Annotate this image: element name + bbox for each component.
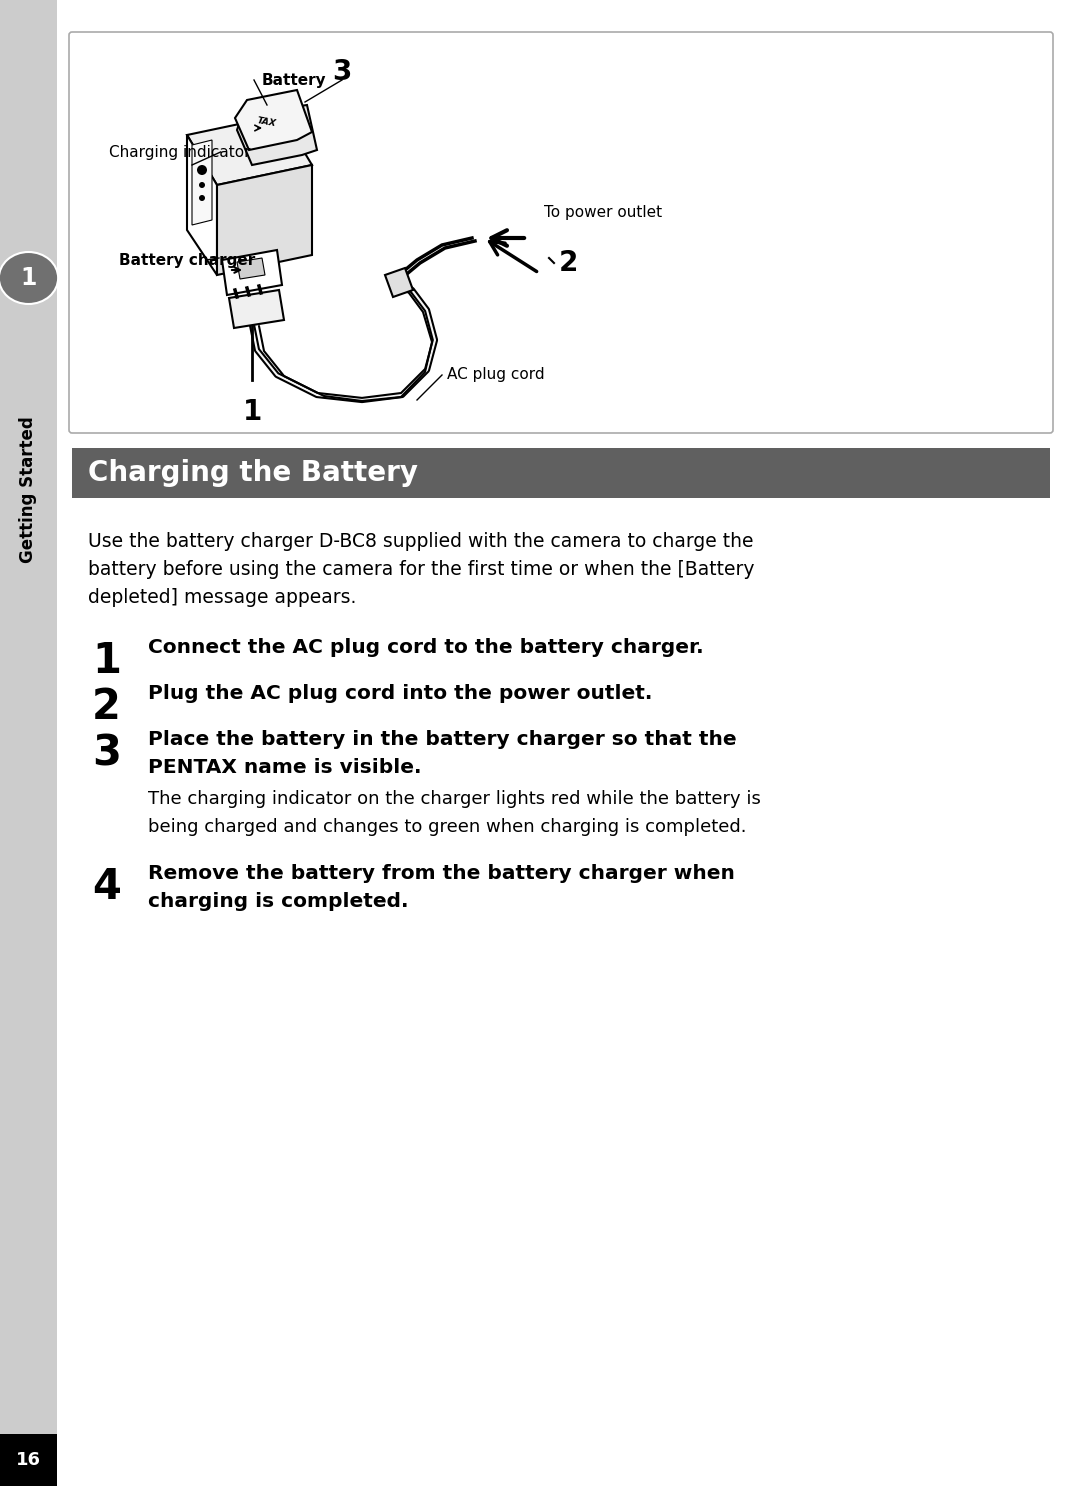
Text: Charging the Battery: Charging the Battery [87,459,418,487]
Polygon shape [187,114,312,184]
Bar [0,1434,57,1486]
Circle shape [197,165,207,175]
Text: battery before using the camera for the first time or when the [Battery: battery before using the camera for the … [87,560,755,580]
Text: To power outlet: To power outlet [544,205,662,220]
Ellipse shape [0,253,58,305]
Text: Use the battery charger D-BC8 supplied with the camera to charge the: Use the battery charger D-BC8 supplied w… [87,532,754,551]
Circle shape [199,195,205,201]
Text: 2: 2 [559,250,579,276]
Text: Getting Started: Getting Started [19,416,38,563]
Text: Plug the AC plug cord into the power outlet.: Plug the AC plug cord into the power out… [148,684,652,703]
Text: 4: 4 [92,866,121,908]
Polygon shape [237,259,265,279]
Text: 1: 1 [242,398,261,426]
Text: depleted] message appears.: depleted] message appears. [87,588,356,606]
Bar [0,0,57,1486]
Text: 3: 3 [333,58,352,86]
Text: Charging indicator: Charging indicator [109,144,251,159]
Text: The charging indicator on the charger lights red while the battery is: The charging indicator on the charger li… [148,791,761,808]
Text: 16: 16 [16,1450,41,1470]
Text: PENTAX name is visible.: PENTAX name is visible. [148,758,421,777]
Circle shape [199,181,205,189]
Text: 3: 3 [92,733,121,774]
Text: AC plug cord: AC plug cord [447,367,544,382]
Text: charging is completed.: charging is completed. [148,892,408,911]
Text: TAX: TAX [257,116,278,128]
Polygon shape [229,290,284,328]
Text: Remove the battery from the battery charger when: Remove the battery from the battery char… [148,863,734,883]
Polygon shape [187,135,217,275]
Text: Battery charger: Battery charger [119,253,255,267]
Polygon shape [384,267,413,297]
Polygon shape [237,106,318,165]
Text: Place the battery in the battery charger so that the: Place the battery in the battery charger… [148,730,737,749]
Bar [72,447,1050,498]
Text: 1: 1 [92,640,121,682]
Polygon shape [217,165,312,275]
Text: 2: 2 [92,687,121,728]
Polygon shape [222,250,282,296]
Polygon shape [235,91,312,150]
Text: 1: 1 [21,266,37,290]
Polygon shape [192,140,212,224]
FancyBboxPatch shape [69,33,1053,432]
Text: Connect the AC plug cord to the battery charger.: Connect the AC plug cord to the battery … [148,637,704,657]
Text: Battery: Battery [262,73,326,88]
Text: being charged and changes to green when charging is completed.: being charged and changes to green when … [148,817,746,837]
